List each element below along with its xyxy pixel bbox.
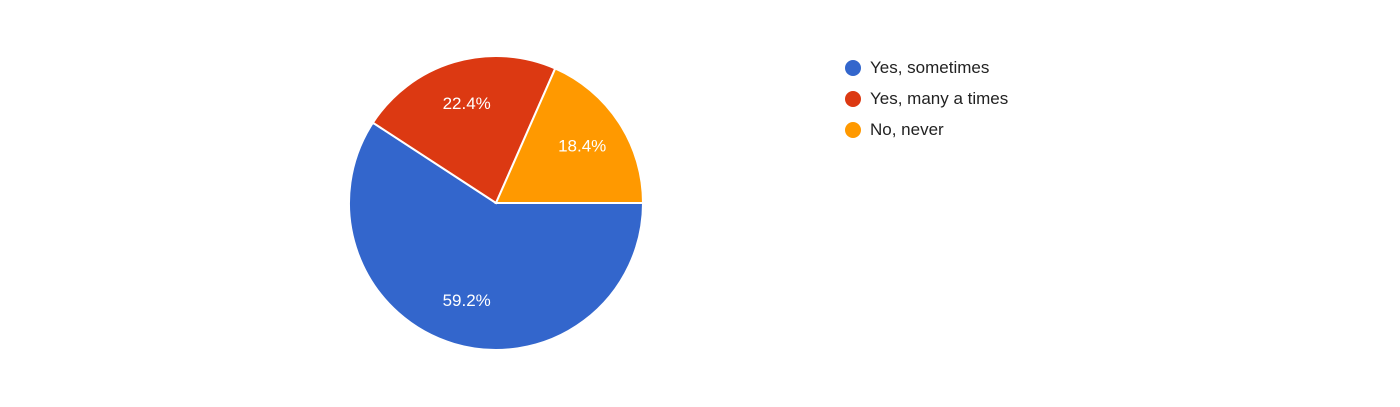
- pie-slice-yes-many-a-times[interactable]: [371, 55, 557, 205]
- pie-slices: [348, 55, 645, 351]
- legend-item-yes-many-times[interactable]: Yes, many a times: [845, 83, 1008, 114]
- pie-slice-labels: 59.2% 22.4% 18.4%: [443, 94, 607, 310]
- chart-legend: Yes, sometimes Yes, many a times No, nev…: [845, 52, 1008, 145]
- pie-slice-no-never[interactable]: [494, 67, 645, 204]
- pie-slice-label-no-never: 18.4%: [558, 136, 606, 155]
- legend-item-yes-sometimes[interactable]: Yes, sometimes: [845, 52, 1008, 83]
- legend-label-yes-sometimes: Yes, sometimes: [870, 57, 990, 77]
- legend-swatch-yes-many-times: [845, 90, 861, 107]
- legend-swatch-no-never: [845, 121, 861, 138]
- legend-swatch-yes-sometimes: [845, 59, 861, 76]
- pie-slice-label-yes-many-a-times: 22.4%: [443, 94, 491, 113]
- pie-slice-label-yes-sometimes: 59.2%: [443, 291, 491, 310]
- pie-slice-yes-sometimes[interactable]: [348, 121, 645, 351]
- legend-label-no-never: No, never: [870, 119, 944, 139]
- legend-label-yes-many-times: Yes, many a times: [870, 88, 1009, 108]
- legend-item-no-never[interactable]: No, never: [845, 114, 1008, 145]
